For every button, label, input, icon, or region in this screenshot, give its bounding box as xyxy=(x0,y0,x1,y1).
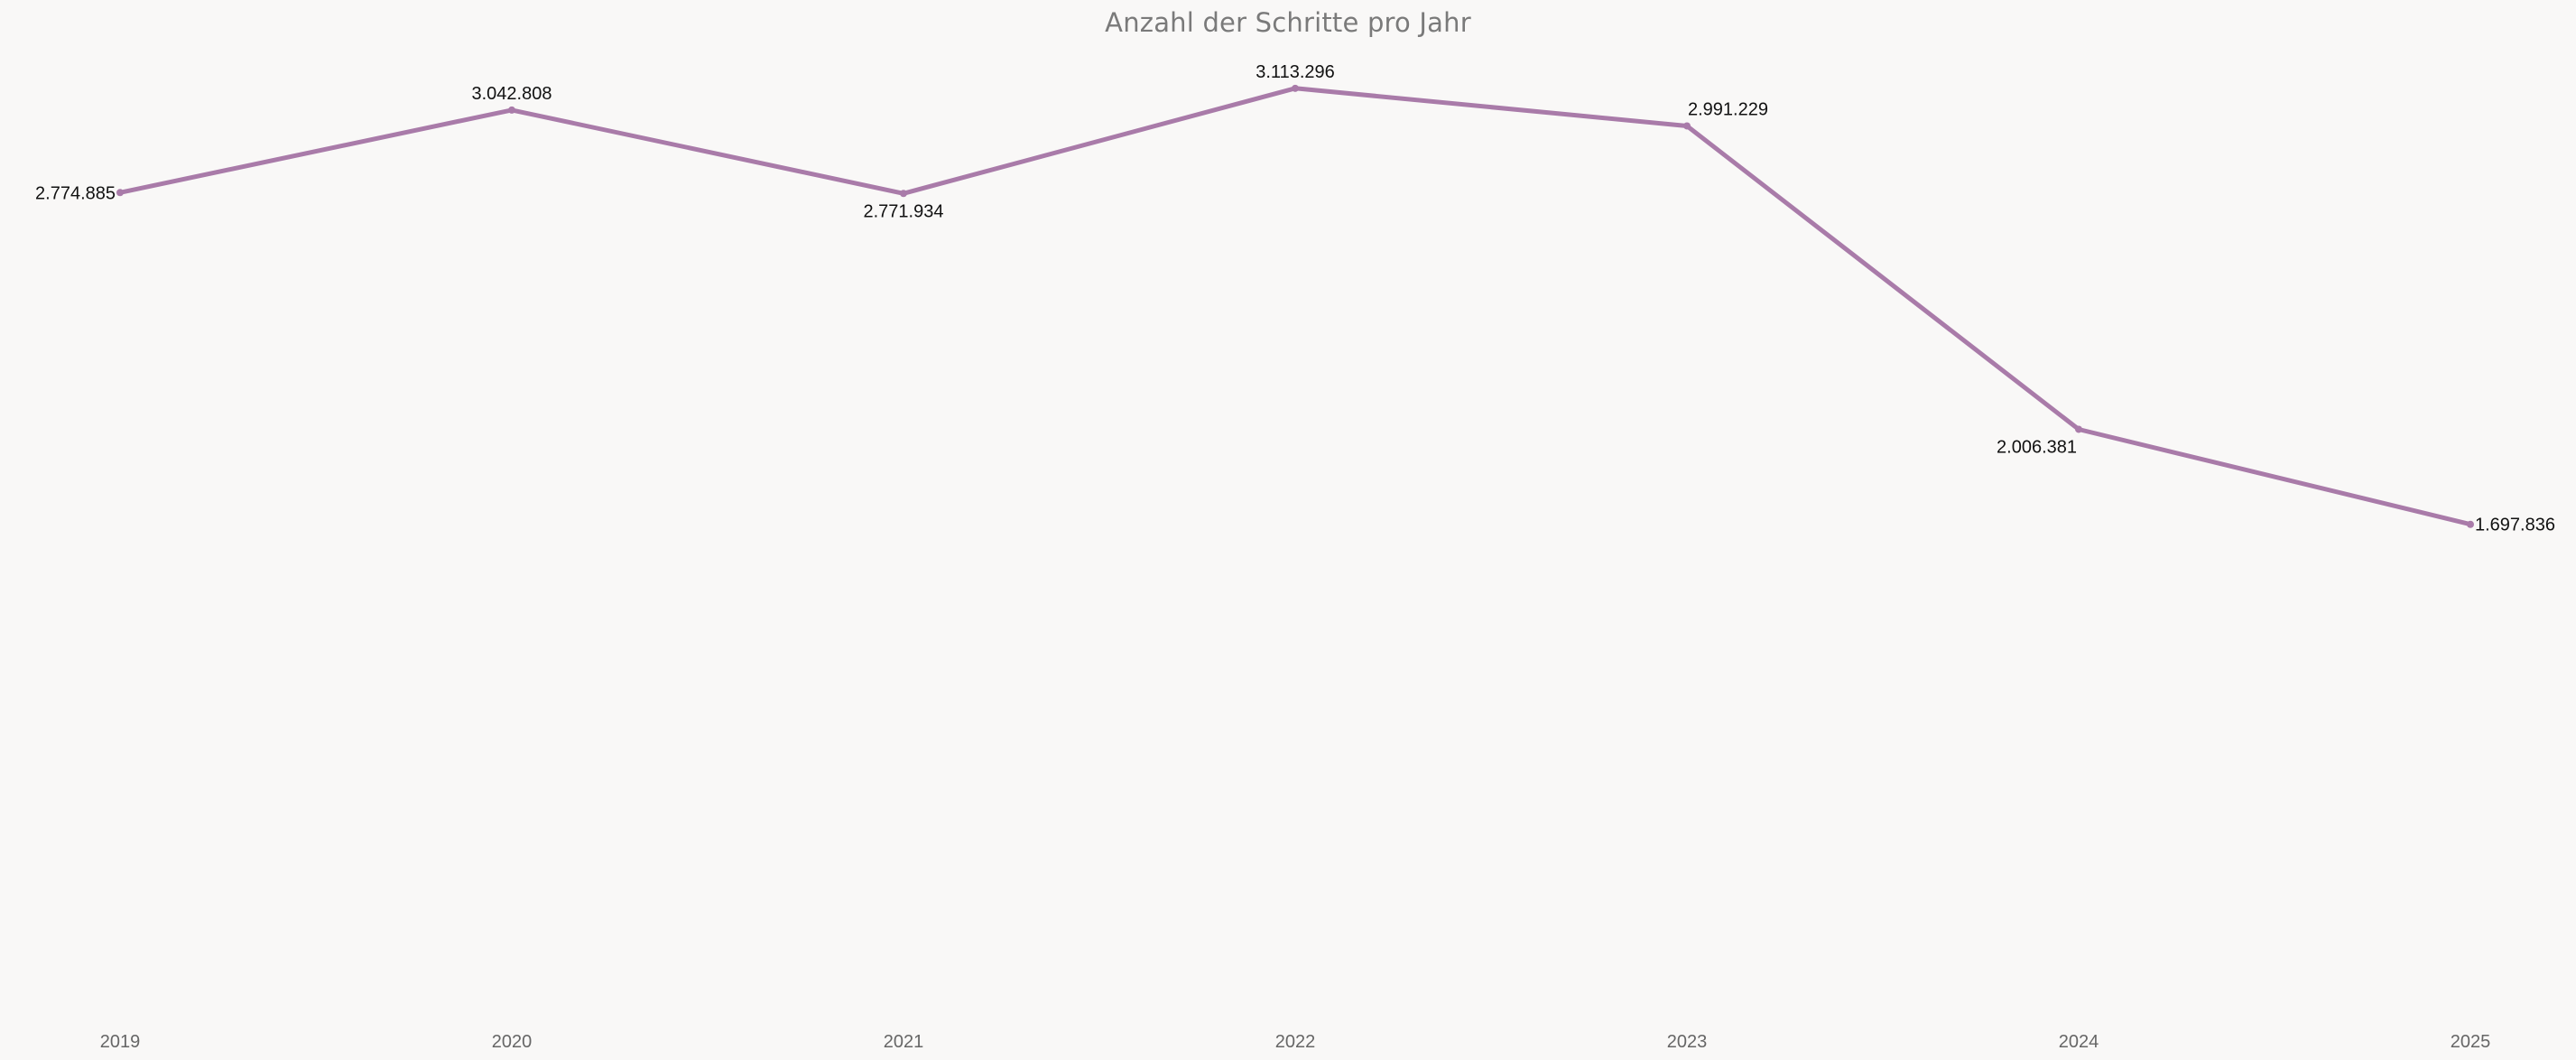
x-tick-label-2022: 2022 xyxy=(1275,1032,1316,1052)
data-label-layer: 2.774.885 3.042.808 2.771.934 3.113.296 2.99… xyxy=(35,62,2555,535)
data-point-2019[interactable] xyxy=(116,189,124,197)
x-tick-label-2024: 2024 xyxy=(2059,1032,2099,1052)
x-tick-label-2021: 2021 xyxy=(884,1032,924,1052)
x-tick-label-2025: 2025 xyxy=(2451,1032,2491,1052)
chart-title: Anzahl der Schritte pro Jahr xyxy=(1105,7,1471,38)
data-point-2022[interactable] xyxy=(1292,84,1299,92)
data-point-layer xyxy=(116,84,2474,528)
data-point-2020[interactable] xyxy=(508,106,515,114)
data-label-2022: 3.113.296 xyxy=(1256,62,1335,82)
data-label-2020: 3.042.808 xyxy=(472,84,552,104)
x-tick-label-2019: 2019 xyxy=(100,1032,141,1052)
x-axis: 2019 2020 2021 2022 2023 2024 2025 xyxy=(100,1032,2491,1052)
data-label-2021: 2.771.934 xyxy=(864,201,944,221)
data-point-2023[interactable] xyxy=(1683,122,1691,130)
data-label-2025: 1.697.836 xyxy=(2475,516,2555,535)
data-point-2024[interactable] xyxy=(2075,425,2082,433)
data-label-2024: 2.006.381 xyxy=(1997,437,2077,457)
series-line xyxy=(117,86,2473,527)
data-point-2025[interactable] xyxy=(2467,520,2474,528)
x-tick-label-2020: 2020 xyxy=(492,1032,533,1052)
series-line-layer xyxy=(117,86,2473,527)
data-label-2019: 2.774.885 xyxy=(35,183,116,203)
data-label-2023: 2.991.229 xyxy=(1688,99,1768,119)
data-point-2021[interactable] xyxy=(900,190,907,198)
x-tick-label-2023: 2023 xyxy=(1667,1032,1708,1052)
